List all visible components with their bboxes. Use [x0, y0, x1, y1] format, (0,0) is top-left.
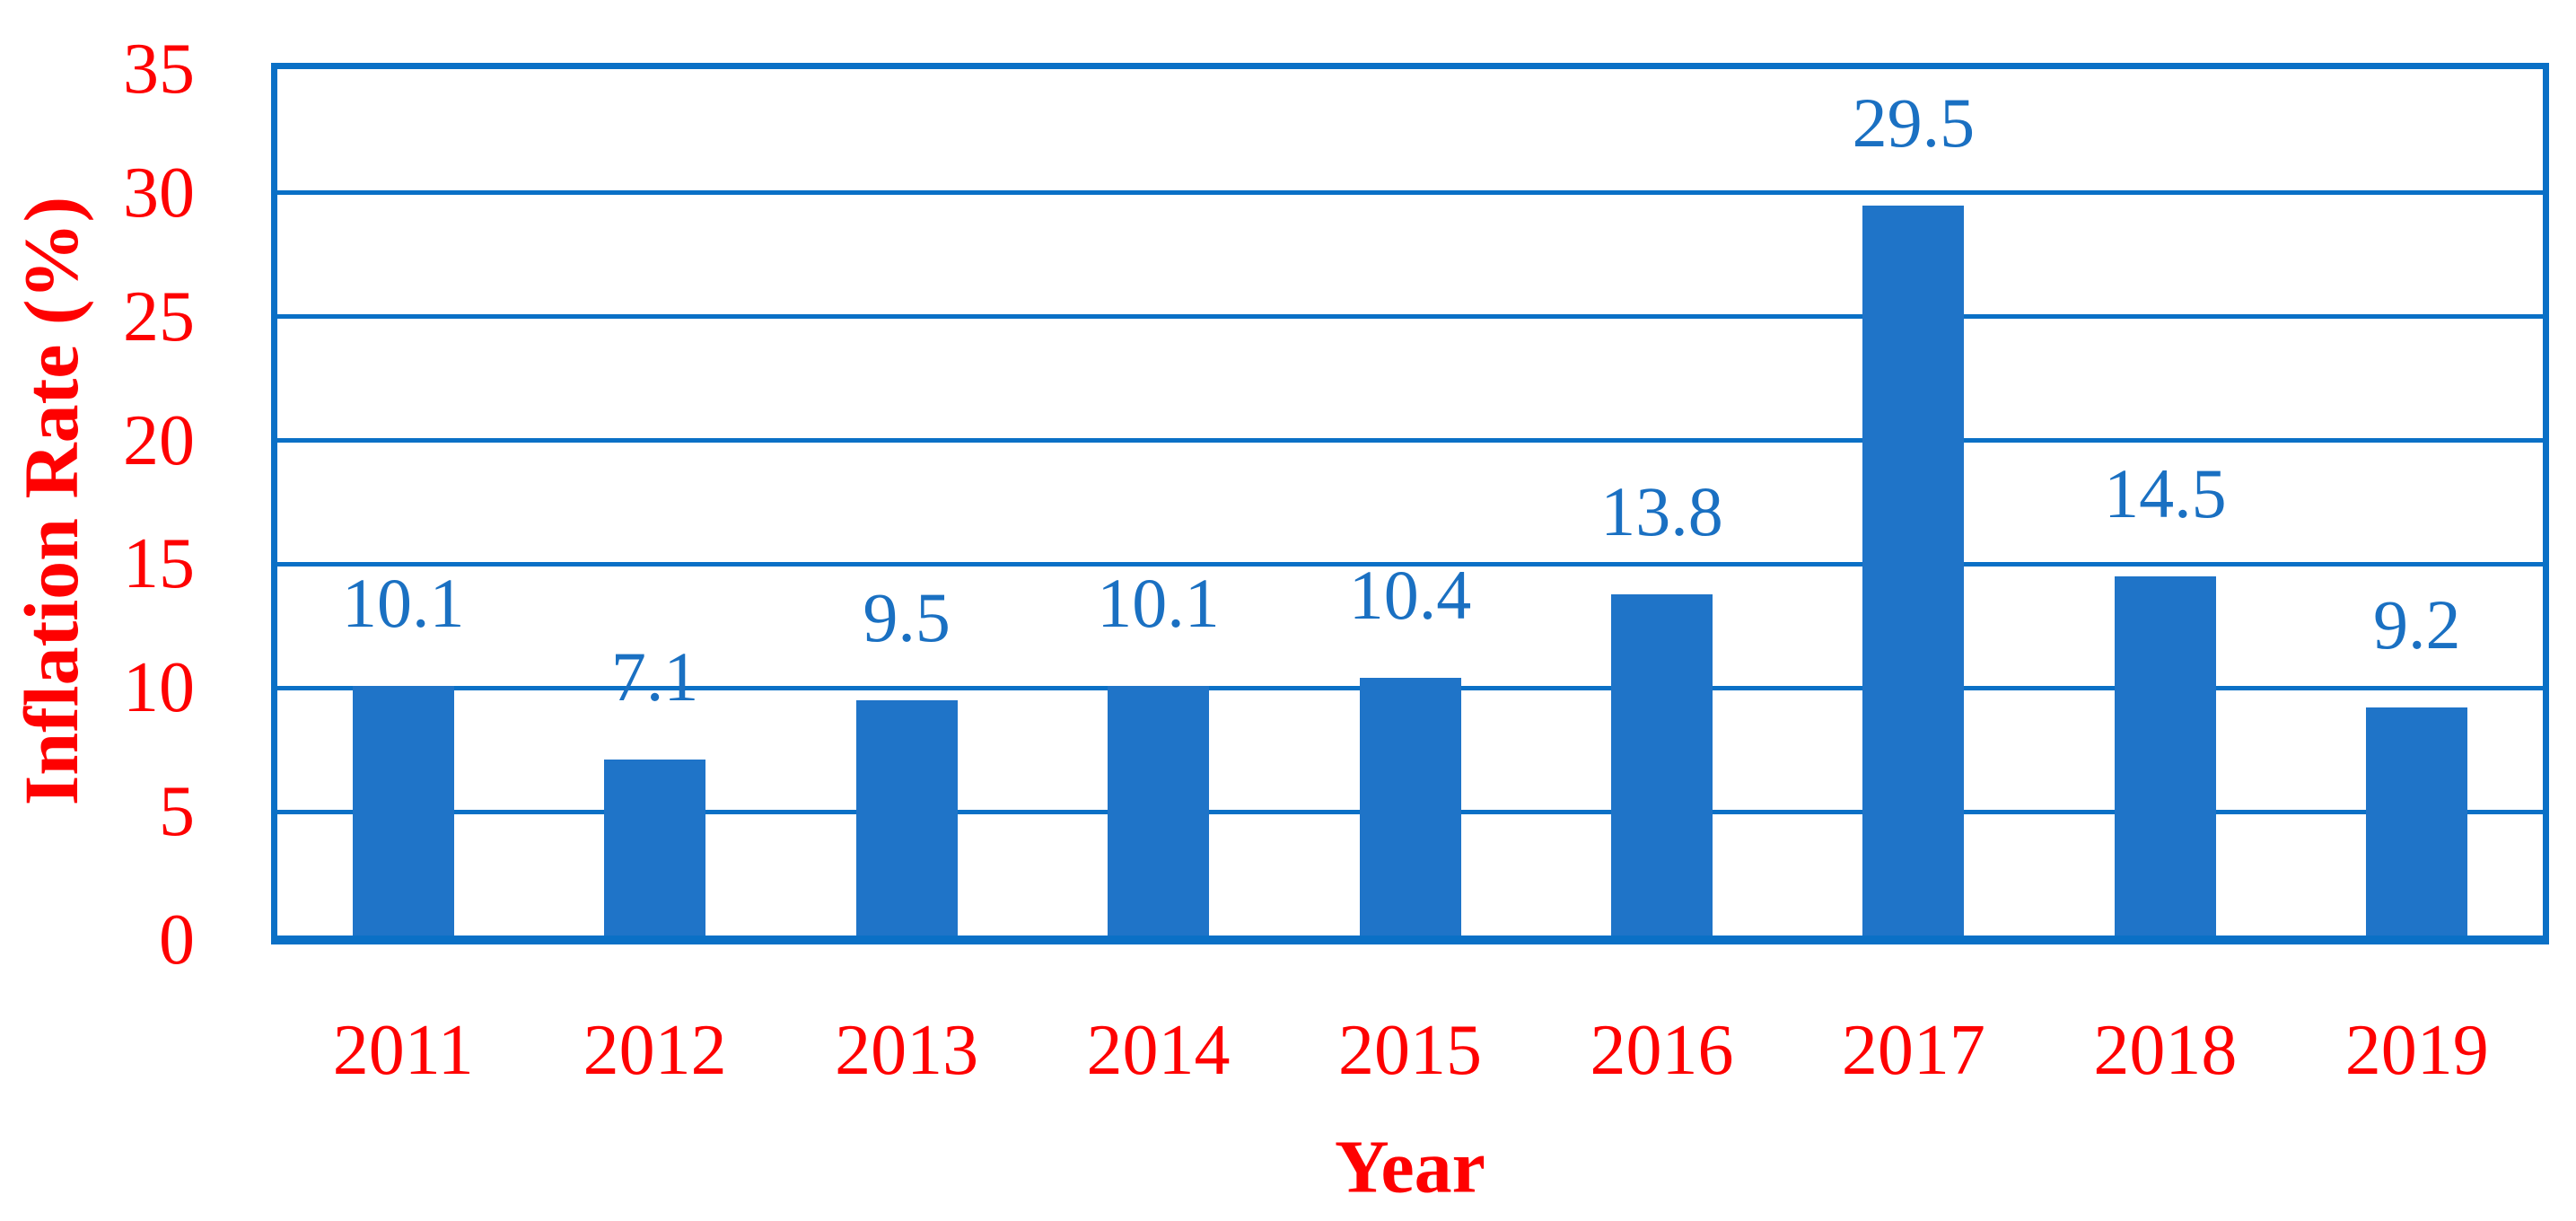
value-label-2013: 9.5: [863, 578, 951, 657]
x-tick-2015: 2015: [1338, 1011, 1482, 1090]
value-label-2012: 7.1: [610, 637, 699, 716]
gridline-25: [277, 314, 2543, 320]
x-tick-2013: 2013: [835, 1011, 979, 1090]
x-tick-2017: 2017: [1841, 1011, 1985, 1090]
x-tick-2016: 2016: [1590, 1011, 1734, 1090]
x-axis-title: Year: [1335, 1125, 1485, 1209]
value-label-2016: 13.8: [1600, 471, 1723, 550]
y-tick-10: 10: [123, 648, 195, 727]
bar-2017: [1862, 205, 1965, 936]
bar-2019: [2366, 707, 2468, 936]
bar-2016: [1610, 593, 1713, 936]
x-tick-2011: 2011: [332, 1011, 474, 1090]
x-tick-2018: 2018: [2093, 1011, 2238, 1090]
y-tick-15: 15: [123, 524, 195, 603]
value-label-2011: 10.1: [341, 563, 465, 642]
bar-2011: [352, 685, 454, 936]
gridline-15: [277, 561, 2543, 567]
y-tick-0: 0: [159, 900, 195, 979]
y-tick-25: 25: [123, 277, 195, 356]
x-tick-2014: 2014: [1086, 1011, 1231, 1090]
bar-2014: [1108, 685, 1210, 936]
bar-2013: [855, 700, 958, 936]
value-label-2015: 10.4: [1348, 556, 1472, 635]
value-label-2014: 10.1: [1097, 563, 1220, 642]
y-tick-5: 5: [159, 772, 195, 851]
bar-2015: [1359, 678, 1461, 936]
value-label-2017: 29.5: [1852, 83, 1976, 162]
y-tick-20: 20: [123, 401, 195, 480]
x-tick-2012: 2012: [583, 1011, 727, 1090]
value-label-2018: 14.5: [2104, 454, 2227, 533]
gridline-30: [277, 190, 2543, 196]
plot-area: 10.1 2011 7.1 2012 9.5 2013 10.1 2014 10.4 2015 13…: [271, 63, 2549, 1088]
y-tick-30: 30: [123, 154, 195, 233]
gridline-20: [277, 438, 2543, 444]
bar-2018: [2114, 576, 2216, 936]
y-tick-35: 35: [123, 30, 195, 109]
value-label-2019: 9.2: [2373, 585, 2461, 664]
x-tick-2019: 2019: [2344, 1011, 2489, 1090]
bar-2012: [604, 760, 706, 936]
